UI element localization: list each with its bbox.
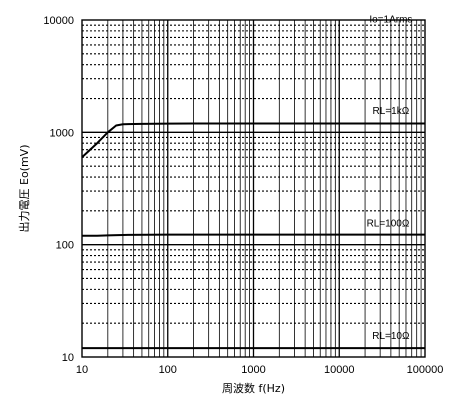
x-tick-labels: 10 100 1000 10000 100000 [76, 364, 443, 376]
y-tick-label: 1000 [50, 127, 74, 139]
plot-frame [81, 19, 426, 358]
major-gridlines [82, 20, 425, 357]
x-tick-label: 1000 [241, 364, 265, 376]
series-line-1 [81, 122, 425, 158]
annotations: Io=1Arms RL=1kΩ RL=100Ω RL=10Ω [367, 15, 413, 342]
y-tick-label: 10 [62, 352, 74, 364]
x-tick-label: 100 [159, 364, 177, 376]
series-layer [81, 122, 425, 350]
annotation-label: RL=10Ω [372, 331, 410, 342]
x-tick-label: 100000 [407, 364, 444, 376]
x-tick-label: 10000 [324, 364, 355, 376]
annotation-label: Io=1Arms [369, 15, 412, 26]
annotation-label: RL=100Ω [367, 219, 410, 230]
y-axis-label: 出力電圧 Eo(mV) [17, 145, 31, 233]
y-tick-label: 10000 [43, 15, 74, 27]
series-line-2 [82, 233, 425, 237]
minor-gridlines [82, 20, 425, 357]
y-tick-label: 100 [56, 240, 74, 252]
y-tick-labels: 10 100 1000 10000 [43, 15, 74, 364]
annotation-label: RL=1kΩ [373, 106, 410, 117]
x-tick-label: 10 [76, 364, 88, 376]
x-axis-label: 周波数 f(Hz) [222, 382, 285, 395]
